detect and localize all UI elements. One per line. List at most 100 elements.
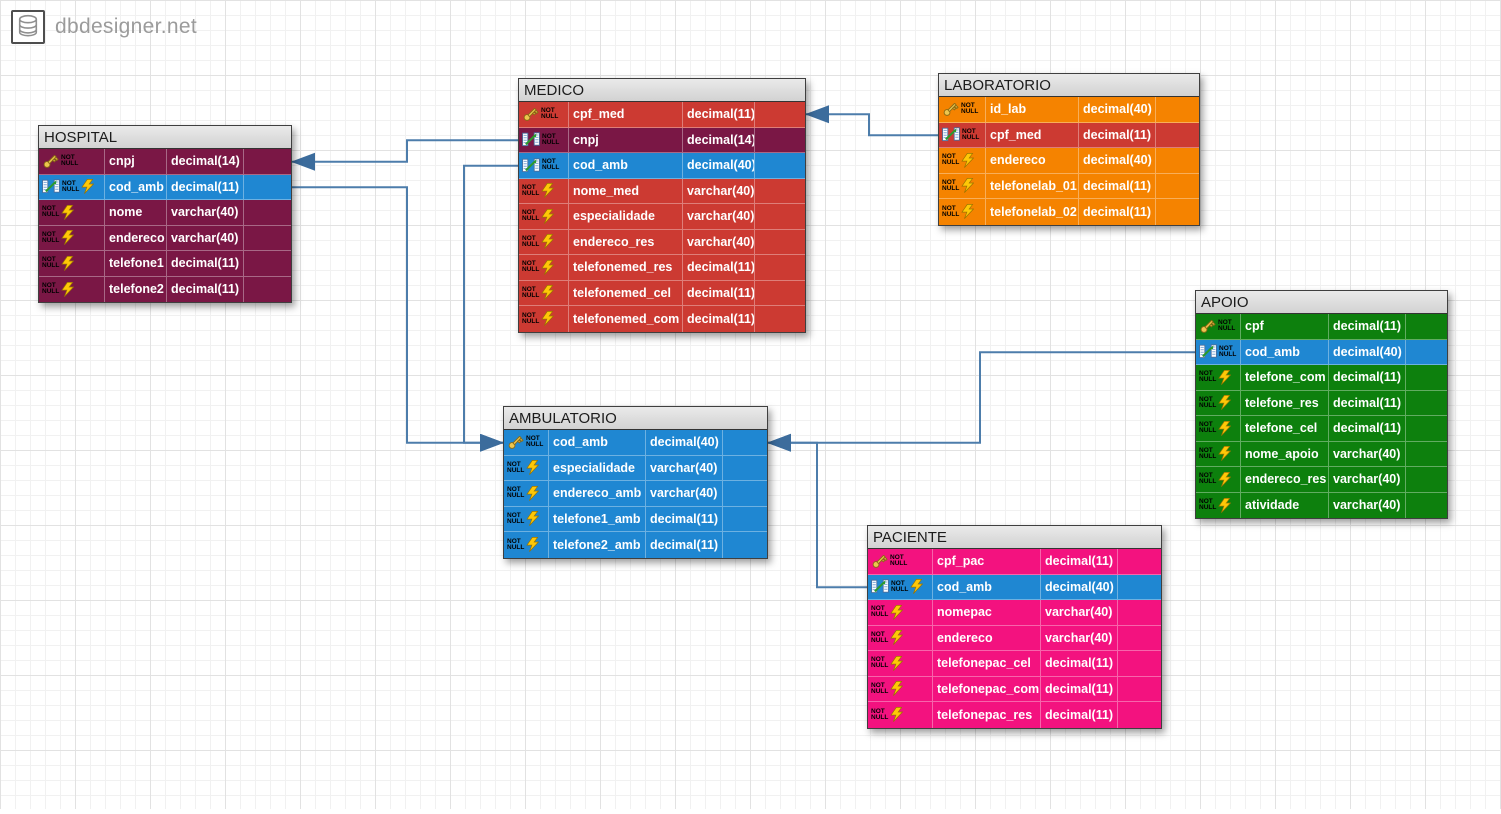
table-header[interactable]: PACIENTE [868, 526, 1161, 549]
app-logo[interactable]: dbdesigner.net [11, 10, 197, 44]
column-row[interactable]: NOT NULL nomepac varchar(40) [868, 600, 1161, 626]
column-row[interactable]: NOT NULL cod_amb decimal(40) [519, 153, 805, 179]
not-null-badge: NOT NULL [942, 204, 960, 218]
column-row[interactable]: NOT NULL cpf decimal(11) [1196, 314, 1447, 340]
column-row[interactable]: NOT NULL nome varchar(40) [39, 200, 291, 226]
column-row[interactable]: NOT NULL telefonemed_cel decimal(11) [519, 280, 805, 306]
column-row[interactable]: NOT NULL telefonepac_cel decimal(11) [868, 651, 1161, 677]
column-row[interactable]: NOT NULL telefonepac_res decimal(11) [868, 702, 1161, 728]
column-row[interactable]: NOT NULL cod_amb decimal(11) [39, 174, 291, 200]
column-row[interactable]: NOT NULL endereco varchar(40) [39, 225, 291, 251]
column-row[interactable]: NOT NULL cpf_med decimal(11) [939, 122, 1199, 148]
column-row[interactable]: NOT NULL telefone2 decimal(11) [39, 276, 291, 302]
not-null-badge: NOT NULL [507, 537, 525, 551]
column-type: decimal(11) [683, 280, 755, 305]
column-row[interactable]: NOT NULL telefone_res decimal(11) [1196, 390, 1447, 416]
column-type: varchar(40) [1329, 467, 1406, 492]
column-row[interactable]: NOT NULL telefonemed_res decimal(11) [519, 255, 805, 281]
column-type: decimal(40) [683, 153, 755, 178]
lightning-icon [890, 604, 904, 620]
column-row[interactable]: NOT NULL endereco_amb varchar(40) [504, 481, 767, 507]
column-type: decimal(11) [1041, 651, 1118, 676]
column-row[interactable]: NOT NULL endereco_res varchar(40) [1196, 467, 1447, 493]
table-title: HOSPITAL [44, 128, 118, 146]
column-row[interactable]: NOT NULL cod_amb decimal(40) [504, 430, 767, 456]
column-row[interactable]: NOT NULL telefonelab_01 decimal(11) [939, 173, 1199, 199]
table-header[interactable]: AMBULATORIO [504, 407, 767, 430]
table-apoio[interactable]: APOIO NOT NULL cpf decimal(11) NOT NULL cod_amb… [1195, 290, 1448, 519]
table-header[interactable]: LABORATORIO [939, 74, 1199, 97]
column-type: varchar(40) [1041, 600, 1118, 625]
column-row[interactable]: NOT NULL telefone1_amb decimal(11) [504, 506, 767, 532]
foreign-key-icon [522, 132, 540, 147]
not-null-badge: NOT NULL [507, 511, 525, 525]
table-header[interactable]: HOSPITAL [39, 126, 291, 149]
column-name: id_lab [986, 97, 1079, 122]
table-laboratorio[interactable]: LABORATORIO NOT NULL id_lab decimal(40) NOT NU… [938, 73, 1200, 226]
column-row[interactable]: NOT NULL cod_amb decimal(40) [868, 574, 1161, 600]
not-null-badge: NOT NULL [871, 656, 889, 670]
column-flags: NOT NULL [504, 481, 549, 506]
column-row[interactable]: NOT NULL telefone_cel decimal(11) [1196, 416, 1447, 442]
lightning-icon [541, 259, 555, 275]
column-row[interactable]: NOT NULL especialidade varchar(40) [519, 204, 805, 230]
column-extra-cell [244, 175, 291, 200]
relationship-MEDICO.cnpj-to-HOSPITAL.cnpj[interactable] [291, 139, 518, 171]
lightning-icon [890, 655, 904, 671]
column-row[interactable]: NOT NULL cpf_med decimal(11) [519, 102, 805, 128]
column-row[interactable]: NOT NULL cnpj decimal(14) [519, 127, 805, 153]
table-title: LABORATORIO [944, 76, 1051, 94]
column-extra-cell [1118, 549, 1161, 574]
column-extra-cell [1406, 416, 1447, 441]
not-null-badge: NOT NULL [522, 209, 540, 223]
column-row[interactable]: NOT NULL telefone_com decimal(11) [1196, 365, 1447, 391]
column-name: endereco_res [1241, 467, 1329, 492]
column-row[interactable]: NOT NULL telefone2_amb decimal(11) [504, 532, 767, 558]
column-row[interactable]: NOT NULL telefonepac_com decimal(11) [868, 676, 1161, 702]
column-row[interactable]: NOT NULL atividade varchar(40) [1196, 492, 1447, 518]
column-row[interactable]: NOT NULL nome_med varchar(40) [519, 178, 805, 204]
column-row[interactable]: NOT NULL cod_amb decimal(40) [1196, 339, 1447, 365]
column-row[interactable]: NOT NULL endereco decimal(40) [939, 148, 1199, 174]
column-row[interactable]: NOT NULL endereco varchar(40) [868, 625, 1161, 651]
table-medico[interactable]: MEDICO NOT NULL cpf_med decimal(11) NOT NULL cn… [518, 78, 806, 333]
lightning-icon [961, 178, 975, 194]
column-type: varchar(40) [1329, 441, 1406, 466]
column-row[interactable]: NOT NULL telefonemed_com decimal(11) [519, 306, 805, 332]
column-row[interactable]: NOT NULL telefone1 decimal(11) [39, 251, 291, 277]
column-type: decimal(40) [1329, 339, 1406, 364]
not-null-badge: NOT NULL [871, 707, 889, 721]
relationship-LABORATORIO.cpf_med-to-MEDICO.cpf_med[interactable] [805, 105, 938, 137]
lightning-icon [526, 537, 540, 553]
not-null-badge: NOT NULL [1218, 319, 1236, 333]
primary-key-icon [507, 434, 524, 450]
relationship-MEDICO.cod_amb-to-AMBULATORIO.cod_amb[interactable] [463, 164, 518, 452]
table-header[interactable]: MEDICO [519, 79, 805, 102]
relationship-APOIO.cod_amb-to-AMBULATORIO.cod_amb[interactable] [767, 351, 1195, 452]
column-flags: NOT NULL [39, 200, 105, 225]
primary-key-icon [942, 101, 959, 117]
table-paciente[interactable]: PACIENTE NOT NULL cpf_pac decimal(11) NOT NULL… [867, 525, 1162, 729]
column-row[interactable]: NOT NULL endereco_res varchar(40) [519, 229, 805, 255]
column-name: telefonepac_res [933, 702, 1041, 728]
column-row[interactable]: NOT NULL id_lab decimal(40) [939, 97, 1199, 123]
column-row[interactable]: NOT NULL cpf_pac decimal(11) [868, 549, 1161, 575]
column-row[interactable]: NOT NULL telefonelab_02 decimal(11) [939, 199, 1199, 225]
relationship-PACIENTE.cod_amb-to-AMBULATORIO.cod_amb[interactable] [767, 433, 867, 589]
column-row[interactable]: NOT NULL especialidade varchar(40) [504, 455, 767, 481]
column-extra-cell [723, 532, 767, 558]
column-row[interactable]: NOT NULL nome_apoio varchar(40) [1196, 441, 1447, 467]
lightning-icon [61, 255, 75, 271]
column-row[interactable]: NOT NULL cnpj decimal(14) [39, 149, 291, 175]
column-type: decimal(11) [1329, 314, 1406, 339]
table-hospital[interactable]: HOSPITAL NOT NULL cnpj decimal(14) NOT NULL cod… [38, 125, 292, 303]
column-name: telefonemed_cel [569, 280, 683, 305]
relationship-HOSPITAL.cod_amb-to-AMBULATORIO.cod_amb[interactable] [292, 186, 504, 452]
column-type: varchar(40) [683, 204, 755, 229]
table-header[interactable]: APOIO [1196, 291, 1447, 314]
table-ambulatorio[interactable]: AMBULATORIO NOT NULL cod_amb decimal(40) NOT N… [503, 406, 768, 559]
column-flags: NOT NULL [519, 306, 569, 332]
column-extra-cell [723, 481, 767, 506]
not-null-badge: NOT NULL [522, 285, 540, 299]
